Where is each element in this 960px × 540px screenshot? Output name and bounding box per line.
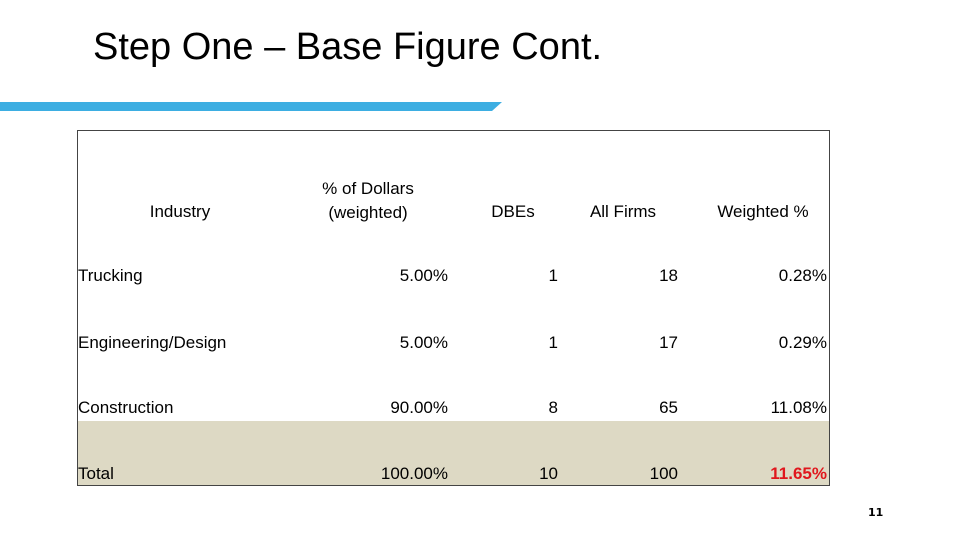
cell-dbes: 8 [548, 398, 558, 417]
cell-percent: 5.00% [399, 266, 448, 285]
header-percent-line1: % of Dollars [322, 179, 414, 198]
header-industry: Industry [149, 202, 211, 221]
page-number: 11 [868, 506, 884, 519]
header-dbes: DBEs [491, 202, 535, 221]
cell-total-percent: 100.00% [380, 464, 448, 483]
header-weighted-percent: Weighted % [717, 202, 809, 221]
cell-total-label: Total [78, 464, 114, 483]
cell-percent: 90.00% [390, 398, 448, 417]
header-percent-dollars: % of Dollars (weighted) [308, 177, 428, 225]
cell-all-firms: 17 [659, 333, 678, 352]
cell-weighted: 0.29% [778, 333, 827, 352]
total-row: Total 100.00% 10 100 11.65% [78, 464, 829, 488]
cell-total-dbes: 10 [539, 464, 558, 483]
table-row: Construction 90.00% 8 65 11.08% [78, 398, 829, 422]
table-row: Trucking 5.00% 1 18 0.28% [78, 266, 829, 290]
cell-percent: 5.00% [399, 333, 448, 352]
accent-bar-tip [492, 102, 502, 111]
data-table: Industry % of Dollars (weighted) DBEs Al… [77, 130, 830, 486]
cell-all-firms: 65 [659, 398, 678, 417]
cell-total-weighted: 11.65% [770, 464, 827, 483]
header-all-firms: All Firms [589, 202, 657, 221]
cell-weighted: 11.08% [770, 398, 827, 417]
cell-total-all-firms: 100 [649, 464, 678, 483]
cell-industry: Engineering/Design [78, 333, 227, 352]
cell-weighted: 0.28% [778, 266, 827, 285]
accent-bar [0, 102, 492, 111]
cell-dbes: 1 [548, 266, 558, 285]
cell-industry: Trucking [78, 266, 143, 285]
cell-all-firms: 18 [659, 266, 678, 285]
header-percent-line2: (weighted) [328, 203, 408, 222]
slide-title: Step One – Base Figure Cont. [93, 26, 603, 68]
cell-dbes: 1 [548, 333, 558, 352]
cell-industry: Construction [78, 398, 174, 417]
total-row-background [78, 421, 829, 485]
table-row: Engineering/Design 5.00% 1 17 0.29% [78, 333, 829, 357]
